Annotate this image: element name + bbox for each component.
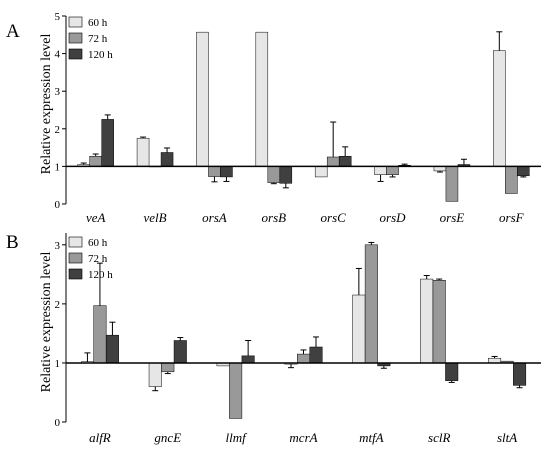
panel-a-y-tick-label: 5 bbox=[55, 11, 61, 23]
panel-a-chart: 0 1 2 3 4 5 veA velB orsA orsB orsC orsD orsE orsF 60 … bbox=[55, 11, 541, 225]
panel-a-category-label: velB bbox=[144, 210, 167, 225]
panel-a-legend-swatch bbox=[68, 48, 83, 60]
panel-b-category-label: gncE bbox=[154, 430, 181, 445]
panel-a-bar bbox=[374, 166, 387, 175]
panel-b-legend-label: 60 h bbox=[88, 237, 108, 249]
panel-b-bar bbox=[420, 278, 434, 364]
panel-b-category-label: sclR bbox=[428, 430, 450, 445]
panel-a-bar bbox=[314, 166, 328, 178]
panel-a-y-tick-label: 4 bbox=[55, 49, 61, 61]
panel-a-bar bbox=[89, 155, 102, 167]
panel-b-legend-label: 120 h bbox=[88, 269, 113, 281]
panel-b-y-tick-label: 3 bbox=[55, 240, 61, 252]
panel-a-bar bbox=[160, 152, 174, 167]
panel-a-bar bbox=[517, 166, 530, 177]
panel-a-bar bbox=[505, 166, 518, 194]
panel-b-bar bbox=[309, 346, 323, 364]
panel-b-bar bbox=[445, 362, 459, 381]
panel-a-bar bbox=[196, 31, 209, 167]
panel-b-bar bbox=[148, 362, 162, 387]
panel-b-bar bbox=[513, 362, 527, 386]
panel-b-y-axis-title: Relative expression level bbox=[39, 252, 54, 393]
panel-a-y-tick-label: 3 bbox=[55, 86, 61, 98]
panel-a-category-label: orsF bbox=[499, 210, 525, 225]
panel-b-bar bbox=[229, 362, 243, 419]
panel-b-category-label: mcrA bbox=[289, 430, 317, 445]
panel-a-bar bbox=[493, 50, 506, 167]
panel-b-legend-label: 72 h bbox=[88, 253, 108, 265]
panel-a-y-tick-label: 0 bbox=[55, 199, 61, 211]
panel-b-legend-swatch bbox=[68, 268, 83, 280]
panel-a-bar bbox=[326, 156, 340, 167]
panel-a-legend-label: 60 h bbox=[88, 17, 108, 29]
panel-a-y-axis-title: Relative expression level bbox=[39, 34, 54, 175]
panel-a-letter: A bbox=[6, 21, 20, 42]
panel-a-bar bbox=[255, 31, 269, 167]
panel-a-category-label: orsB bbox=[262, 210, 287, 225]
panel-b-legend-swatch bbox=[68, 252, 83, 264]
panel-a-legend-label: 72 h bbox=[88, 33, 108, 45]
panel-a-bar bbox=[279, 166, 293, 184]
panel-a-category-label: orsA bbox=[202, 210, 227, 225]
panel-a-category-label: orsE bbox=[440, 210, 465, 225]
panel-a-legend-swatch bbox=[68, 16, 83, 28]
panel-a-y-tick-label: 2 bbox=[55, 124, 61, 136]
panel-b-category-label: llmf bbox=[226, 430, 249, 445]
panel-b-bar bbox=[105, 334, 119, 364]
panel-b-bar bbox=[241, 355, 255, 364]
panel-b-bar bbox=[297, 353, 310, 364]
panel-b-category-label: sltA bbox=[497, 430, 517, 445]
panel-b-bar bbox=[161, 362, 175, 373]
panel-a-legend-swatch bbox=[68, 32, 83, 44]
panel-a-bar bbox=[208, 166, 221, 177]
panel-a-bar bbox=[445, 166, 459, 202]
panel-a-bar bbox=[386, 166, 399, 175]
panel-b-category-label: alfR bbox=[89, 430, 111, 445]
panel-b-bar bbox=[364, 244, 378, 364]
panel-a-legend-label: 120 h bbox=[88, 49, 113, 61]
panel-b-letter: B bbox=[6, 232, 19, 253]
panel-a-category-label: orsC bbox=[321, 210, 347, 225]
panel-a-category-label: orsD bbox=[380, 210, 407, 225]
panel-b-bar bbox=[93, 305, 107, 364]
panel-a-bar bbox=[101, 119, 114, 167]
panel-a-bar bbox=[220, 166, 233, 178]
panel-b-bar bbox=[173, 340, 187, 364]
panel-b-y-tick-label: 1 bbox=[55, 358, 61, 370]
panel-b-legend-swatch bbox=[68, 236, 83, 248]
panel-b-bar bbox=[432, 280, 446, 364]
panel-b-bar bbox=[352, 294, 366, 364]
panel-a-bar bbox=[136, 137, 150, 167]
panel-a-category-label: veA bbox=[86, 210, 106, 225]
panel-a-bar bbox=[267, 166, 281, 183]
panel-b-y-tick-label: 0 bbox=[55, 417, 61, 429]
panel-b-category-label: mtfA bbox=[359, 430, 384, 445]
panel-a-y-tick-label: 1 bbox=[55, 161, 61, 173]
panel-a-bar bbox=[338, 155, 352, 167]
panel-b-y-tick-label: 2 bbox=[55, 299, 61, 311]
panel-b-chart: 0 1 2 3 alfR gncE llmf mcrA mtfA sclR sltA 60 h 72 h… bbox=[55, 233, 541, 445]
